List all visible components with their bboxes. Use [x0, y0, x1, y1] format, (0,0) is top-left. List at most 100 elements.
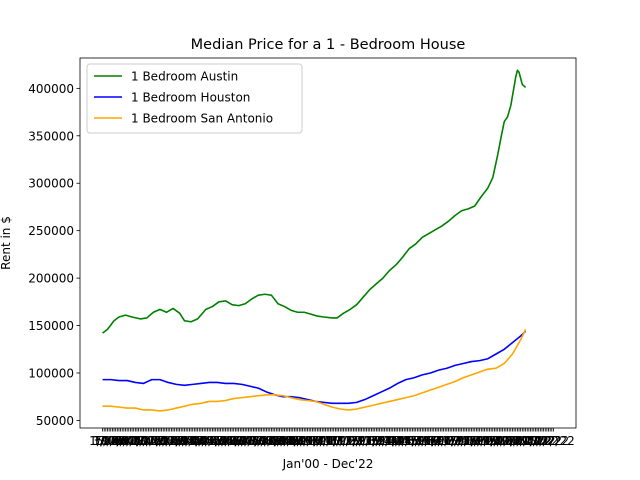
x-tick-label: 9/13	[358, 434, 385, 448]
x-tick-label: 1/19	[463, 434, 490, 448]
x-tick-label: 3/09	[269, 434, 296, 448]
x-tick-label: 11/17	[436, 434, 471, 448]
x-tick-label: 9/21	[515, 434, 542, 448]
x-tick-label: 11/16	[416, 434, 451, 448]
x-tick-label: 5/14	[371, 434, 398, 448]
x-tick-label: 9/04	[181, 434, 208, 448]
x-tick-label: 5/19	[469, 434, 496, 448]
x-tick-label: 9/07	[240, 434, 267, 448]
x-tick-label: 5/12	[332, 434, 359, 448]
legend-label-1: 1 Bedroom Houston	[131, 91, 250, 105]
y-tick-label: 250000	[28, 224, 74, 238]
legend: 1 Bedroom Austin 1 Bedroom Houston 1 Bedro…	[86, 63, 303, 134]
legend-box	[86, 63, 303, 134]
x-tick-label: 7/17	[433, 434, 460, 448]
y-tick-label: 50000	[36, 414, 74, 428]
series-layer	[102, 69, 527, 412]
x-tick-label: 5/03	[155, 434, 182, 448]
x-tick-label: 7/15	[394, 434, 421, 448]
x-tick-label: 9/20	[496, 434, 523, 448]
x-tick-label: 1/14	[365, 434, 392, 448]
x-tick-label: 1/22	[522, 434, 549, 448]
x-tick-label: 9/02	[142, 434, 169, 448]
x-tick-label: 1/15	[384, 434, 411, 448]
x-tick-label: 3/03	[151, 434, 178, 448]
x-tick-label: 5/01	[115, 434, 142, 448]
x-tick-label: 11/01	[121, 434, 156, 448]
x-tick-label: 1/13	[345, 434, 372, 448]
x-tick-label: 11/08	[259, 434, 294, 448]
series-line-2	[102, 328, 527, 412]
x-tick-label: 11/09	[279, 434, 314, 448]
x-tick-label: 5/10	[292, 434, 319, 448]
x-tick-label: 9/05	[201, 434, 228, 448]
x-tick-label: 9/08	[260, 434, 287, 448]
x-tick-label: 11/10	[298, 434, 333, 448]
x-tick-label: 5/16	[410, 434, 437, 448]
x-tick-label: 3/19	[466, 434, 493, 448]
x-tick-label: 1/04	[168, 434, 195, 448]
x-tick-label: 7/12	[335, 434, 362, 448]
x-tick-label: 9/19	[476, 434, 503, 448]
x-tick-label: 1/06	[207, 434, 234, 448]
x-tick-label: 1/08	[246, 434, 273, 448]
x-tick-label: 1/05	[187, 434, 214, 448]
x-tick-label: 5/22	[529, 434, 556, 448]
x-tick-label: 1/20	[483, 434, 510, 448]
x-tick-label: 7/09	[276, 434, 303, 448]
x-tick-label: 9/15	[397, 434, 424, 448]
x-tick-label: 5/18	[450, 434, 477, 448]
x-tick-label: 1/10	[286, 434, 313, 448]
x-tick-label: 7/13	[355, 434, 382, 448]
x-tick-label: 9/00	[102, 434, 129, 448]
x-tick-label: 7/00	[99, 434, 126, 448]
x-tick-label: 3/00	[92, 434, 119, 448]
x-tick-label: 5/15	[391, 434, 418, 448]
x-tick-label: 7/20	[492, 434, 519, 448]
x-tick-label: 1/09	[266, 434, 293, 448]
x-tick-label: 3/20	[486, 434, 513, 448]
x-tick-label: 9/10	[299, 434, 326, 448]
x-tick-label: 9/01	[122, 434, 149, 448]
x-tick-label: 3/07	[230, 434, 257, 448]
x-tick-label: 7/10	[296, 434, 323, 448]
x-tick-label: 3/22	[525, 434, 552, 448]
x-tick-label: 11/02	[141, 434, 176, 448]
x-tick-label: 11/05	[200, 434, 235, 448]
x-tick-label: 7/16	[414, 434, 441, 448]
x-tick-label: 3/17	[427, 434, 454, 448]
x-tick-label: 11/19	[475, 434, 510, 448]
x-tick-label: 1/17	[424, 434, 451, 448]
x-tick-label: 1/02	[128, 434, 155, 448]
x-tick-label: 11/21	[515, 434, 550, 448]
x-tick-label: 7/07	[237, 434, 264, 448]
x-tick-label: 5/00	[96, 434, 123, 448]
x-tick-label: 9/11	[319, 434, 346, 448]
x-tick-label: 11/06	[220, 434, 255, 448]
series-line-0	[102, 69, 527, 334]
y-axis: 50000 100000 150000 200000 250000 300000 35000…	[28, 82, 80, 428]
x-tick-label: 1/00	[89, 434, 116, 448]
x-tick-label: 5/07	[233, 434, 260, 448]
x-tick-label: 3/10	[289, 434, 316, 448]
chart-title: Median Price for a 1 - Bedroom House	[191, 37, 466, 53]
x-tick-label: 11/20	[495, 434, 530, 448]
x-tick-label: 3/06	[210, 434, 237, 448]
x-tick-label: 5/11	[312, 434, 339, 448]
x-tick-label: 7/04	[178, 434, 205, 448]
x-tick-label: 11/07	[239, 434, 274, 448]
x-tick-label: 9/09	[279, 434, 306, 448]
x-tick-label: 11/13	[357, 434, 392, 448]
x-tick-label: 5/02	[135, 434, 162, 448]
x-tick-label: 9/14	[378, 434, 405, 448]
x-tick-label: 3/04	[171, 434, 198, 448]
y-tick-label: 150000	[28, 319, 74, 333]
legend-label-0: 1 Bedroom Austin	[131, 70, 238, 84]
x-tick-label: 3/13	[348, 434, 375, 448]
x-tick-label: 3/05	[191, 434, 218, 448]
x-tick-label: 11/15	[397, 434, 432, 448]
x-tick-label: 3/08	[250, 434, 277, 448]
plot-area	[102, 69, 527, 412]
y-tick-label: 300000	[28, 177, 74, 191]
x-tick-label: 1/03	[148, 434, 175, 448]
